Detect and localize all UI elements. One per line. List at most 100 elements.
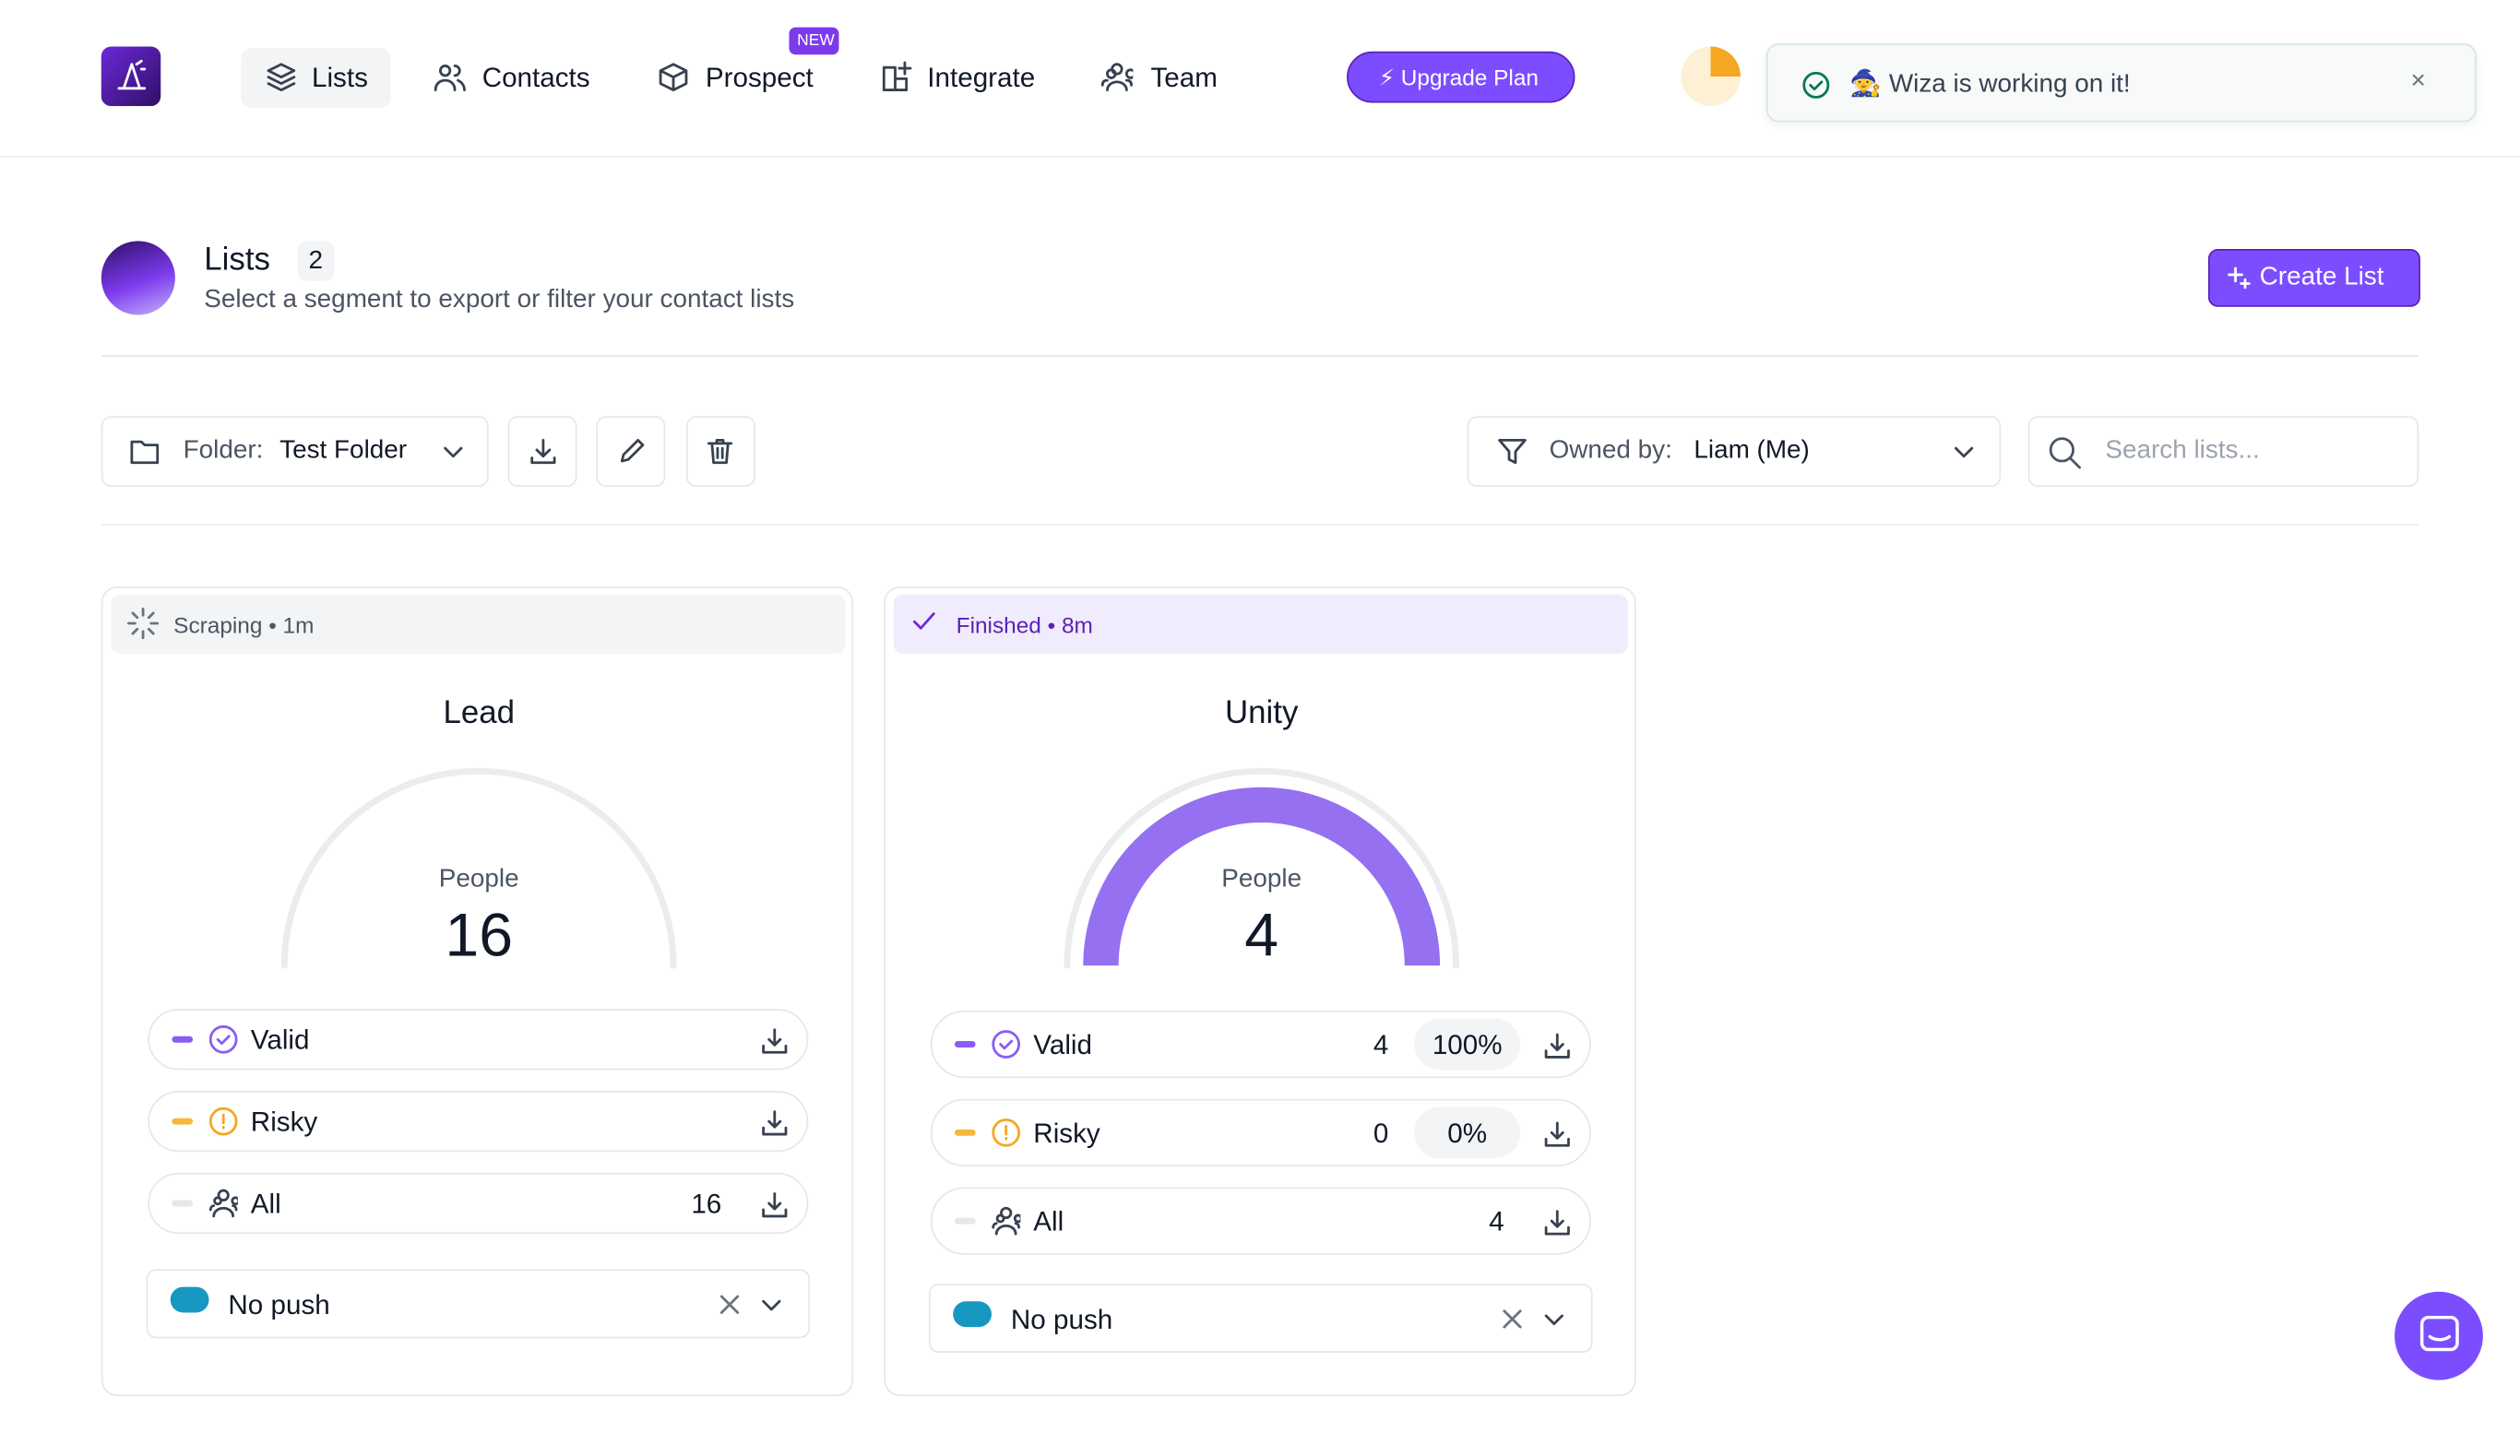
owner-value: Liam (Me) bbox=[1694, 436, 1810, 465]
delete-button[interactable] bbox=[685, 416, 755, 487]
logo[interactable] bbox=[101, 46, 161, 106]
stat-row[interactable]: All 16 bbox=[148, 1172, 809, 1235]
row-icon-path bbox=[992, 1118, 1020, 1147]
row-label: Risky bbox=[1033, 1118, 1100, 1149]
count-badge-bg bbox=[297, 241, 335, 281]
row-percent: 100% bbox=[1432, 1029, 1503, 1060]
status-icon-path bbox=[126, 607, 160, 640]
nav-icon-path bbox=[659, 63, 688, 91]
push-chevron bbox=[1544, 1314, 1563, 1326]
stat-row[interactable]: Risky bbox=[148, 1091, 809, 1153]
salesforce-logo bbox=[170, 1286, 209, 1313]
row-label: Valid bbox=[1033, 1029, 1092, 1060]
status-bar bbox=[111, 594, 846, 655]
row-label: All bbox=[250, 1189, 281, 1220]
edit-button[interactable] bbox=[596, 416, 666, 487]
status-icon-path bbox=[912, 612, 935, 630]
create-list-label: Create List bbox=[2259, 263, 2384, 291]
row-icon bbox=[208, 1189, 238, 1218]
list-card[interactable]: Finished • 8m Unity People 4 Valid 4 100% Risky… bbox=[884, 586, 1636, 1397]
row-download-path bbox=[1544, 1121, 1570, 1147]
create-list-button[interactable] bbox=[2207, 249, 2420, 307]
count-badge: 2 bbox=[308, 247, 324, 275]
row-label: All bbox=[1033, 1206, 1064, 1237]
row-dash bbox=[172, 1036, 194, 1043]
toast bbox=[1765, 43, 2477, 123]
row-download-path bbox=[1544, 1210, 1570, 1236]
push-value: No push bbox=[228, 1290, 330, 1321]
search-placeholder: Search lists... bbox=[2105, 436, 2260, 465]
folder-value: Test Folder bbox=[279, 436, 408, 465]
list-card[interactable]: Scraping • 1m Lead People 16 Valid Risky All 16… bbox=[101, 586, 854, 1397]
row-dash bbox=[172, 1200, 194, 1207]
stat-row[interactable]: Valid 4 100% bbox=[930, 1010, 1591, 1079]
stat-row[interactable]: All 4 bbox=[930, 1187, 1591, 1255]
nav-item[interactable]: Team bbox=[1150, 62, 1218, 94]
row-dash bbox=[954, 1129, 976, 1136]
upgrade-button[interactable] bbox=[1347, 51, 1575, 103]
row-icon bbox=[992, 1030, 1020, 1059]
nav-item[interactable]: Contacts bbox=[481, 62, 590, 94]
push-select[interactable]: No push bbox=[929, 1284, 1593, 1354]
row-icon bbox=[992, 1118, 1020, 1147]
row-icon bbox=[208, 1107, 238, 1136]
search-input[interactable] bbox=[2027, 416, 2419, 487]
gauge-track bbox=[280, 767, 677, 969]
new-badge-bg bbox=[789, 27, 839, 55]
row-download bbox=[762, 1192, 788, 1218]
nav-icon-path bbox=[267, 63, 296, 91]
push-select[interactable]: No push bbox=[146, 1269, 811, 1339]
push-clear bbox=[719, 1295, 740, 1314]
gauge bbox=[280, 767, 677, 969]
salesforce-logo bbox=[953, 1301, 992, 1328]
row-download bbox=[1544, 1033, 1570, 1059]
divider bbox=[101, 355, 2419, 357]
gauge-track bbox=[1064, 767, 1460, 969]
status-bar bbox=[893, 594, 1628, 655]
usage-indicator[interactable] bbox=[1681, 46, 1741, 106]
row-download bbox=[1544, 1210, 1570, 1236]
people-label: People bbox=[438, 866, 519, 894]
row-download bbox=[1544, 1121, 1570, 1147]
page-title: Lists bbox=[204, 243, 270, 278]
chat-launcher[interactable] bbox=[2395, 1291, 2483, 1380]
nav-item[interactable]: Prospect bbox=[705, 62, 814, 94]
push-value: No push bbox=[1010, 1304, 1113, 1335]
row-icon bbox=[208, 1024, 238, 1054]
row-icon-path bbox=[992, 1206, 1021, 1236]
row-download bbox=[762, 1110, 788, 1136]
nav-icon bbox=[434, 65, 466, 91]
push-chevron-path bbox=[762, 1299, 781, 1311]
page-subtitle: Select a segment to export or filter you… bbox=[204, 286, 795, 314]
people-count: 16 bbox=[445, 903, 514, 971]
row-percent: 0% bbox=[1447, 1118, 1488, 1149]
row-download-path bbox=[762, 1192, 788, 1218]
percent-pill bbox=[1414, 1107, 1521, 1159]
upgrade-label: ⚡ Upgrade Plan bbox=[1378, 64, 1539, 90]
row-icon-path bbox=[208, 1024, 238, 1054]
push-clear bbox=[1503, 1309, 1522, 1329]
row-dash bbox=[172, 1118, 194, 1125]
push-chevron bbox=[762, 1299, 781, 1311]
nav-icon-path bbox=[1100, 63, 1134, 91]
row-count: 16 bbox=[691, 1189, 722, 1220]
nav-icon bbox=[659, 63, 688, 91]
row-download-path bbox=[762, 1110, 788, 1136]
row-download-path bbox=[762, 1028, 788, 1054]
toast-close[interactable]: × bbox=[2410, 67, 2426, 95]
push-clear-path bbox=[1503, 1309, 1522, 1329]
percent-pill bbox=[1414, 1018, 1521, 1071]
push-clear-path bbox=[719, 1295, 740, 1314]
nav-item[interactable]: Lists bbox=[312, 62, 368, 94]
owner-select[interactable] bbox=[1467, 416, 2002, 487]
folder-select[interactable] bbox=[101, 416, 489, 487]
stat-row[interactable]: Risky 0 0% bbox=[930, 1098, 1591, 1166]
nav-item[interactable]: Integrate bbox=[927, 62, 1036, 94]
row-dash bbox=[954, 1217, 976, 1225]
row-label: Risky bbox=[250, 1107, 318, 1138]
stat-row[interactable]: Valid bbox=[148, 1009, 809, 1071]
row-count: 0 bbox=[1373, 1118, 1389, 1149]
push-chevron-path bbox=[1544, 1314, 1563, 1326]
nav-icon bbox=[267, 63, 296, 91]
